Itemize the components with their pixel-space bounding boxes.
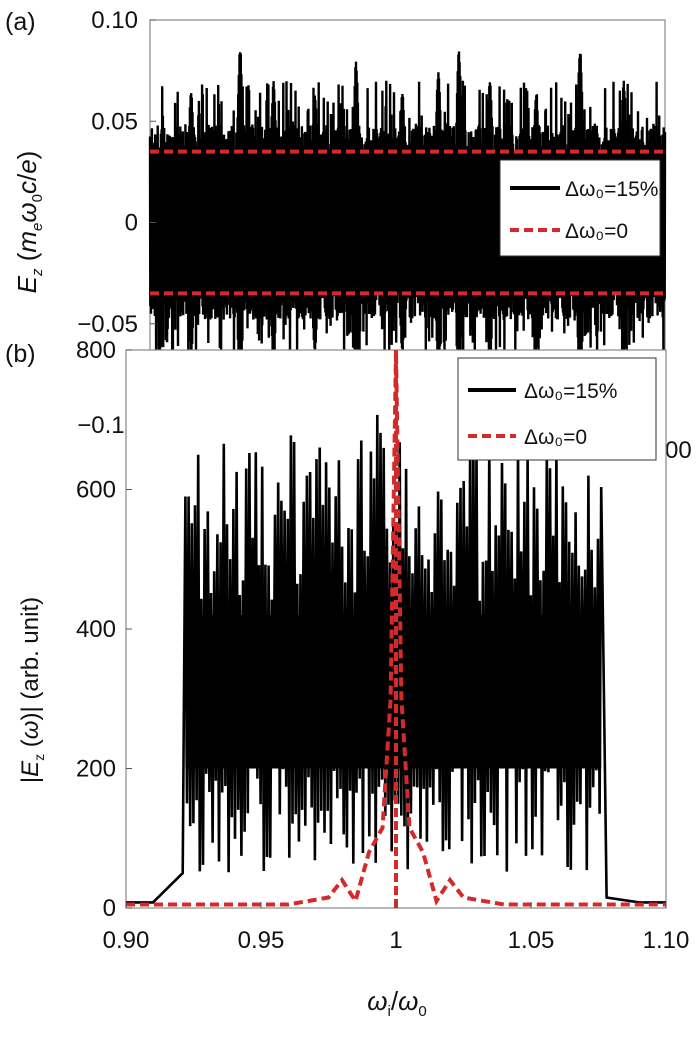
panel-a-ytick-label: 0.10 [91,7,138,34]
panel-b-legend-label-broadband: Δω₀=15% [524,380,617,403]
panel-b-legend: Δω₀=15% Δω₀=0 [457,357,657,461]
panel-a-ytick-label: −0.05 [77,311,138,338]
panel-a-ylabel: Ez (meω0c/e) [12,151,46,294]
panel-a-legend-label-broadband: Δω₀=15% [565,178,658,201]
panel-a-series-monochrome [150,149,665,296]
panel-a-legend-label-monochrome: Δω₀=0 [565,220,628,243]
panel-b-label: (b) [5,340,36,368]
panel-b-ticks: 0.90 0.95 1 1.05 1.10 0 200 400 600 800 [76,337,689,954]
panel-a-ytick-label: 0 [125,210,138,237]
panel-b-ylabel: |Ez (ω)| (arb. unit) [17,597,47,783]
panel-a-label: (a) [5,8,36,36]
panel-a-ylabel-text: Ez (meω0c/e) [12,151,46,294]
panel-b-ylabel-text: |Ez (ω)| (arb. unit) [17,597,47,783]
panel-b-ytick-label: 200 [76,756,116,783]
panel-b-ytick-label: 0 [103,895,116,922]
panel-b-ytick-label: 800 [76,337,116,364]
panel-b-broadband-core [185,615,602,769]
panel-b-xlabel: ωi/ω0 [367,986,426,1020]
panel-b-ytick-label: 600 [76,477,116,504]
panel-b-xtick-label: 0.90 [103,927,150,954]
panel-b-legend-label-monochrome: Δω₀=0 [524,426,587,449]
panel-b-xtick-label: 1 [389,927,402,954]
panel-a-legend-box [499,159,661,257]
panel-b-series-monochrome [126,349,666,908]
panel-b-xtick-label: 0.95 [238,927,285,954]
panel-a-legend: Δω₀=15% Δω₀=0 [499,159,661,257]
panel-b-monochrome-line [126,349,666,907]
panel-b-xtick-label: 1.10 [643,927,690,954]
panel-b-legend-box [457,357,657,461]
panel-b-xtick-label: 1.05 [508,927,555,954]
panel-b-ytick-label: 400 [76,616,116,643]
panel-a-ytick-label: 0.05 [91,108,138,135]
panel-b: (b) |Ez (ω)| (arb. unit) 0.90 0.95 1 1.05 1.… [5,337,689,1020]
